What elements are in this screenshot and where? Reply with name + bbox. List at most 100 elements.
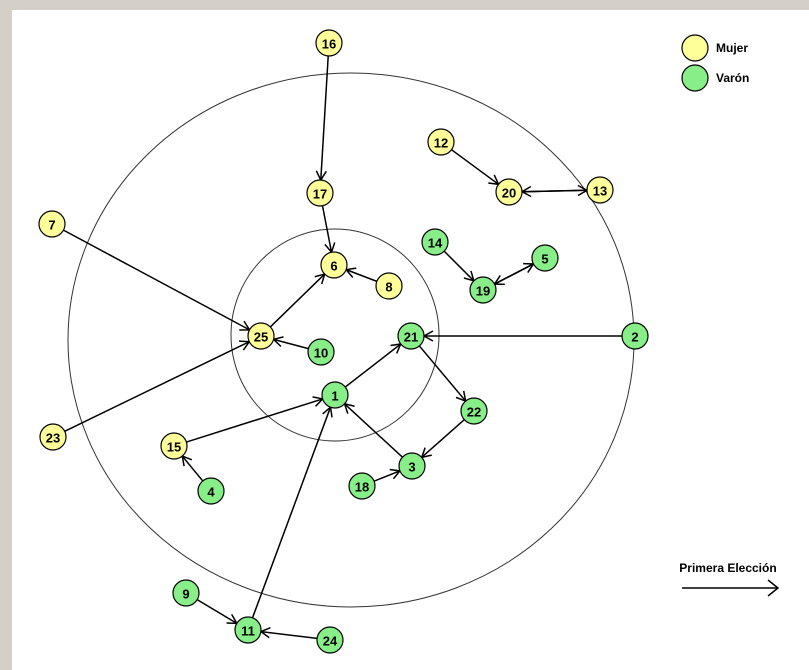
node-7: 7: [38, 210, 66, 238]
node-14: 14: [421, 228, 449, 256]
node-label: 16: [322, 37, 336, 52]
node-label: 15: [167, 440, 181, 455]
node-circle: [316, 626, 344, 654]
first-choice-label: Primera Elección: [679, 561, 776, 575]
edge-8-to-6: [344, 267, 378, 283]
sociogram: 1234567891011121314151617181920212223242…: [38, 29, 780, 654]
node-25: 25: [247, 322, 275, 350]
inner-ring: [230, 228, 440, 442]
node-5: 5: [531, 244, 559, 272]
node-label: 4: [207, 485, 215, 500]
edge-25-to-6: [269, 272, 326, 328]
node-circle: [397, 322, 425, 350]
node-label: 14: [428, 236, 443, 251]
node-21: 21: [397, 322, 425, 350]
edge-7-to-25: [63, 229, 251, 331]
node-circle: [621, 322, 649, 350]
node-6: 6: [320, 251, 348, 279]
outer-ring: [67, 72, 635, 608]
node-16: 16: [315, 29, 343, 57]
node-circle: [427, 128, 455, 156]
node-circle: [172, 579, 200, 607]
node-13: 13: [586, 176, 614, 204]
legend-varon-label: Varón: [716, 71, 749, 85]
edge-18-to-3: [373, 468, 402, 482]
node-label: 23: [46, 431, 60, 446]
node-label: 9: [182, 587, 189, 602]
legend: Mujer Varón: [681, 34, 749, 92]
edge-2-to-21: [422, 330, 622, 342]
rings: [67, 72, 635, 608]
diagram-canvas: 1 2 3 4 5 6 7 8 9 10 11 12 13 14 15 16 17 18 19 20 21 22 23 24 2…: [12, 10, 809, 670]
edge-20-to-13: [521, 184, 589, 197]
node-label: 6: [330, 259, 337, 274]
edge-5-to-19: [493, 263, 534, 286]
node-22: 22: [460, 397, 488, 425]
node-circle: [375, 272, 403, 300]
node-3: 3: [398, 452, 426, 480]
node-circle: [197, 477, 225, 505]
node-circle: [495, 178, 523, 206]
node-circle: [348, 472, 376, 500]
node-label: 17: [313, 187, 327, 202]
node-label: 24: [323, 634, 338, 649]
edges: [63, 55, 622, 640]
node-15: 15: [160, 432, 188, 460]
legend-mujer-label: Mujer: [716, 41, 748, 55]
node-19: 19: [469, 276, 497, 304]
edge-23-to-25: [64, 340, 251, 432]
node-label: 13: [593, 184, 607, 199]
node-label: 12: [434, 136, 448, 151]
node-circle: [320, 251, 348, 279]
edge-10-to-25: [272, 336, 309, 350]
node-4: 4: [197, 477, 225, 505]
node-circle: [586, 176, 614, 204]
node-circle: [38, 210, 66, 238]
edge-11-to-1: [251, 405, 333, 619]
node-circle: [321, 381, 349, 409]
node-9: 9: [172, 579, 200, 607]
node-label: 3: [408, 460, 415, 475]
legend-mujer-swatch: [681, 34, 709, 62]
node-23: 23: [39, 423, 67, 451]
edge-24-to-11: [259, 627, 318, 640]
node-circle: [234, 616, 262, 644]
node-17: 17: [306, 179, 334, 207]
node-circle: [469, 276, 497, 304]
node-label: 7: [48, 218, 55, 233]
node-label: 22: [467, 405, 481, 420]
node-label: 5: [541, 252, 548, 267]
node-circle: [460, 397, 488, 425]
node-label: 8: [385, 280, 392, 295]
edge-22-to-3: [420, 419, 465, 459]
node-circle: [421, 228, 449, 256]
node-circle: [531, 244, 559, 272]
node-circle: [160, 432, 188, 460]
node-circle: [315, 29, 343, 57]
node-1: 1: [321, 381, 349, 409]
first-choice-arrowhead: [767, 579, 780, 597]
edge-4-to-15: [181, 454, 204, 482]
edge-9-to-11: [196, 599, 239, 625]
node-label: 20: [502, 186, 516, 201]
node-label: 21: [404, 330, 418, 345]
node-8: 8: [375, 272, 403, 300]
node-circle: [307, 338, 335, 366]
node-label: 11: [241, 624, 255, 639]
edge-12-to-20: [451, 149, 500, 186]
node-12: 12: [427, 128, 455, 156]
node-circle: [306, 179, 334, 207]
node-label: 25: [254, 330, 268, 345]
first-choice-key: Primera Elección: [679, 561, 780, 597]
node-label: 19: [476, 284, 490, 299]
legend-varon-swatch: [681, 64, 709, 92]
node-label: 10: [314, 346, 328, 361]
node-label: 18: [355, 480, 369, 495]
edge-1-to-21: [344, 343, 402, 388]
node-18: 18: [348, 472, 376, 500]
node-label: 1: [331, 389, 338, 404]
node-20: 20: [495, 178, 523, 206]
node-circle: [39, 423, 67, 451]
nodes: 1234567891011121314151617181920212223242…: [38, 29, 649, 654]
node-2: 2: [621, 322, 649, 350]
